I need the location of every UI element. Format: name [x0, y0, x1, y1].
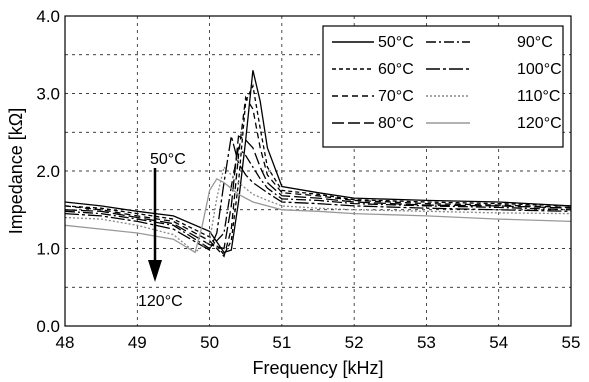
y-tick-label: 0.0 — [36, 317, 60, 336]
legend-label: 100°C — [517, 61, 562, 78]
x-tick-label: 51 — [272, 333, 291, 352]
legend-label: 70°C — [378, 88, 414, 105]
x-tick-label: 49 — [128, 333, 147, 352]
legend-label: 50°C — [378, 34, 414, 51]
series-line — [64, 135, 572, 250]
x-tick-label: 53 — [417, 333, 436, 352]
arrow-head — [148, 260, 162, 282]
legend-label: 60°C — [378, 61, 414, 78]
legend-box — [322, 25, 564, 148]
annotation-50c: 50°C — [150, 151, 186, 168]
plot-frame — [64, 15, 572, 327]
legend: 50°C 60°C 70°C 80°C 90°C 100°C 110°C 120°C — [322, 25, 564, 148]
tick-labels: 48 49 50 51 52 53 54 55 0.0 1.0 2.0 3.0 4.0 — [36, 7, 580, 352]
x-tick-label: 50 — [200, 333, 219, 352]
series-line — [64, 146, 572, 250]
y-tick-label: 1.0 — [36, 240, 60, 259]
y-tick-label: 2.0 — [36, 162, 60, 181]
y-tick-label: 4.0 — [36, 7, 60, 26]
legend-label: 110°C — [517, 88, 560, 105]
legend-label: 90°C — [517, 34, 553, 51]
temperature-arrow: 50°C 120°C — [138, 151, 186, 310]
series-line — [64, 135, 572, 252]
y-tick-label: 3.0 — [36, 85, 60, 104]
x-tick-label: 52 — [345, 333, 364, 352]
x-axis-label: Frequency [kHz] — [252, 358, 383, 378]
x-tick-label: 48 — [56, 333, 75, 352]
legend-label: 120°C — [517, 115, 562, 132]
series-line — [64, 70, 572, 254]
y-axis-label: Impedance [kΩ] — [6, 108, 26, 235]
legend-label: 80°C — [378, 115, 414, 132]
series-line — [64, 177, 572, 254]
series-line — [64, 83, 572, 256]
x-tick-label: 54 — [489, 333, 508, 352]
x-tick-label: 55 — [562, 333, 581, 352]
series-line — [64, 95, 572, 258]
annotation-120c: 120°C — [138, 293, 183, 310]
series-group — [64, 70, 572, 258]
